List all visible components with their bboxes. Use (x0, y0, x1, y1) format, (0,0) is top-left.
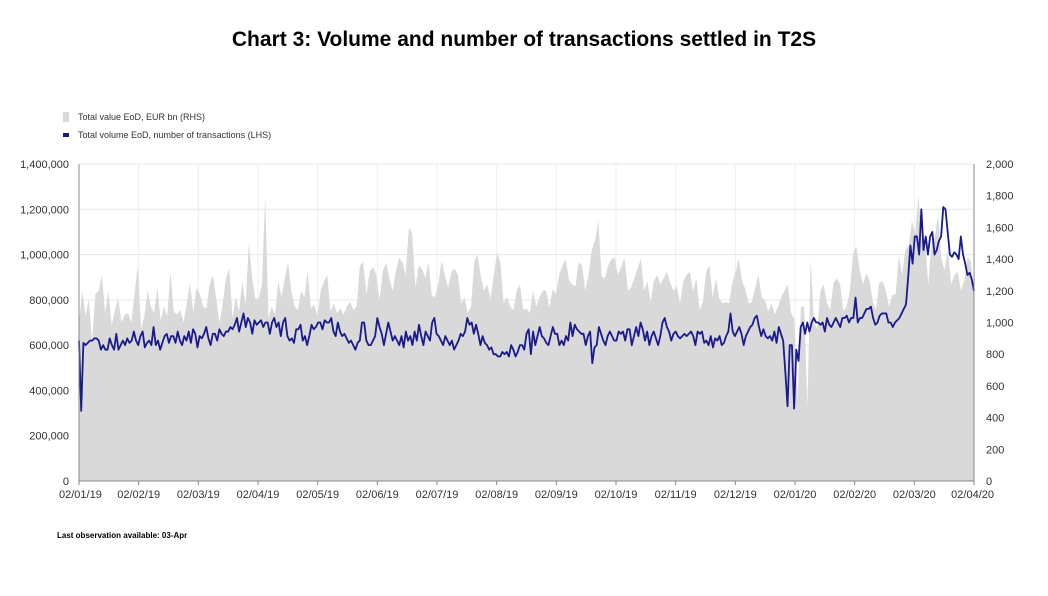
y-left-tick-label: 800,000 (29, 295, 69, 307)
y-left-tick-label: 1,400,000 (20, 159, 69, 171)
x-tick-label: 02/11/19 (655, 489, 697, 501)
y-right-tick-label: 800 (986, 349, 1004, 361)
chart-title: Chart 3: Volume and number of transactio… (231, 28, 817, 51)
y-right-tick-label: 1,400 (986, 254, 1014, 266)
axes (78, 164, 975, 482)
x-tick-label: 02/07/19 (416, 489, 459, 501)
volume-line-series (78, 206, 975, 412)
legend-swatch-volume (63, 133, 69, 137)
x-tick-label: 02/01/20 (774, 489, 817, 501)
x-tick-label: 02/03/19 (177, 489, 220, 501)
y-right-tick-label: 200 (986, 444, 1004, 456)
volume-line-layer (78, 206, 975, 412)
x-tick-label: 02/04/19 (237, 489, 280, 501)
x-tick-label: 02/06/19 (356, 489, 399, 501)
legend-label-volume: Total volume EoD, number of transactions… (78, 130, 271, 140)
y-left-tick-label: 0 (63, 476, 69, 488)
legend-label-value: Total value EoD, EUR bn (RHS) (78, 112, 205, 122)
legend-swatch-value (63, 112, 69, 122)
y-left-tick-label: 400,000 (29, 385, 69, 397)
x-tick-label: 02/02/19 (117, 489, 160, 501)
x-tick-label: 02/05/19 (296, 489, 339, 501)
x-tick-label: 02/04/20 (951, 489, 994, 501)
x-tick-label: 02/09/19 (535, 489, 578, 501)
y-axis-left: 0 200,000 400,000 600,000 800,000 1,000,000 1,… (20, 159, 69, 488)
y-right-tick-label: 400 (986, 413, 1004, 425)
y-left-tick-label: 1,200,000 (20, 204, 69, 216)
y-right-tick-label: 2,000 (986, 159, 1014, 171)
y-right-tick-label: 600 (986, 381, 1004, 393)
x-tick-label: 02/02/20 (833, 489, 876, 501)
y-right-tick-label: 1,600 (986, 222, 1014, 234)
y-axis-right: 0 200 400 600 800 1,000 1,200 1,400 1,600 1,800 2,… (986, 159, 1014, 488)
y-left-tick-label: 1,000,000 (20, 250, 69, 262)
y-right-tick-label: 0 (986, 476, 992, 488)
x-tick-label: 02/12/19 (714, 489, 757, 501)
x-tick-label: 02/03/20 (893, 489, 936, 501)
x-axis: 02/01/19 02/02/19 02/03/19 02/04/19 02/05/19… (59, 481, 994, 501)
last-observation-note: Last observation available: 03-Apr (57, 531, 188, 540)
y-right-tick-label: 1,200 (986, 286, 1014, 298)
y-right-tick-label: 1,000 (986, 318, 1014, 330)
x-tick-label: 02/10/19 (595, 489, 638, 501)
y-left-tick-label: 200,000 (29, 431, 69, 443)
x-tick-label: 02/08/19 (475, 489, 518, 501)
y-right-tick-label: 1,800 (986, 191, 1014, 203)
y-left-tick-label: 600,000 (29, 340, 69, 352)
legend: Total value EoD, EUR bn (RHS) Total volu… (63, 112, 271, 140)
x-tick-label: 02/01/19 (59, 489, 102, 501)
